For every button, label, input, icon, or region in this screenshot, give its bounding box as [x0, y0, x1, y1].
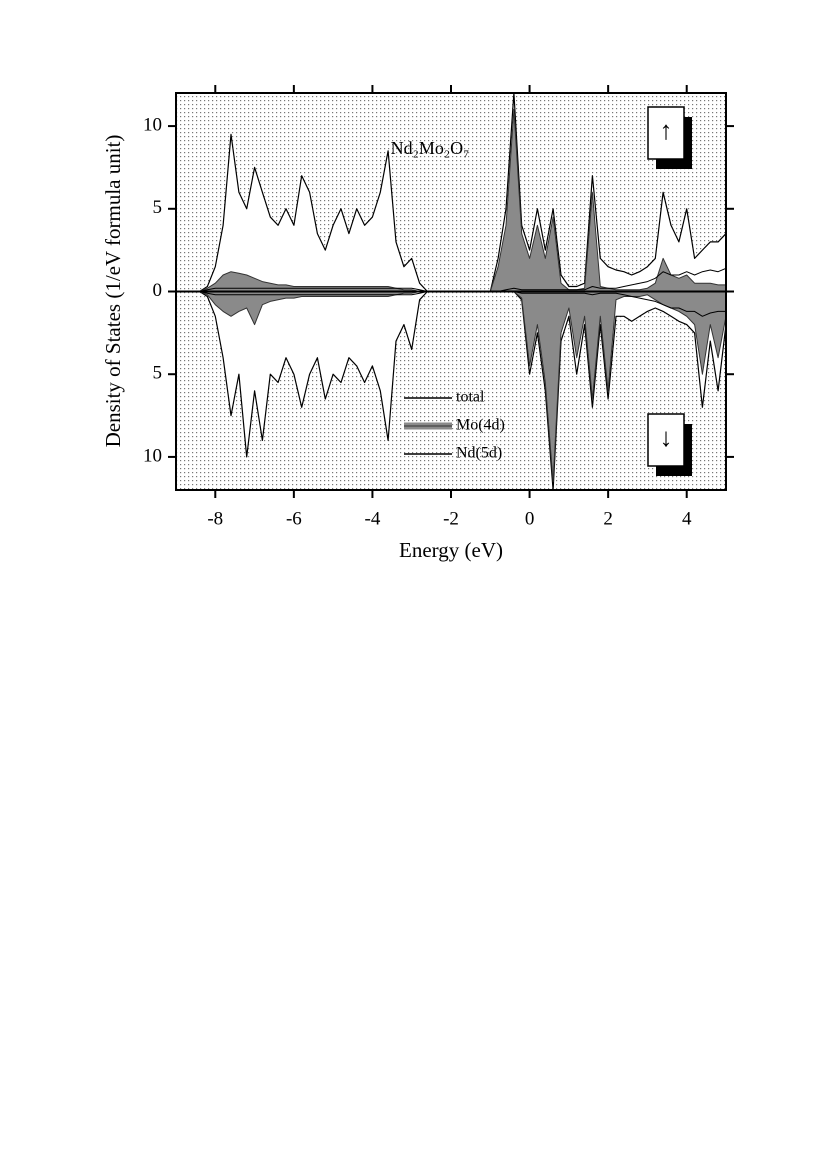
spin-up-label: ↑: [660, 116, 673, 145]
spin-box: [647, 106, 685, 160]
x-tick-label: 0: [525, 508, 535, 529]
spin-down-label: ↓: [660, 423, 673, 452]
x-tick-label: -6: [286, 508, 302, 529]
x-tick-label: -2: [443, 508, 459, 529]
x-tick-label: -4: [365, 508, 381, 529]
y-tick-label: 0: [153, 280, 163, 301]
y-axis-label: Density of States (1/eV formula unit): [101, 135, 125, 448]
x-tick-label: 4: [682, 508, 692, 529]
y-tick-label: 5: [153, 363, 163, 384]
compound-label: Nd₂Mo₂O₇: [391, 138, 470, 158]
legend-label: Mo(4d): [456, 417, 505, 434]
y-tick-label: 5: [153, 197, 163, 218]
y-tick-label: 10: [143, 114, 162, 135]
x-tick-label: -8: [207, 508, 223, 529]
spin-box: [647, 413, 685, 467]
legend-label: Nd(5d): [456, 445, 502, 462]
x-tick-label: 2: [603, 508, 613, 529]
y-tick-label: 10: [143, 445, 162, 466]
x-axis-label: Energy (eV): [399, 538, 503, 562]
legend-label: total: [456, 389, 485, 406]
plot-area: [176, 93, 726, 490]
